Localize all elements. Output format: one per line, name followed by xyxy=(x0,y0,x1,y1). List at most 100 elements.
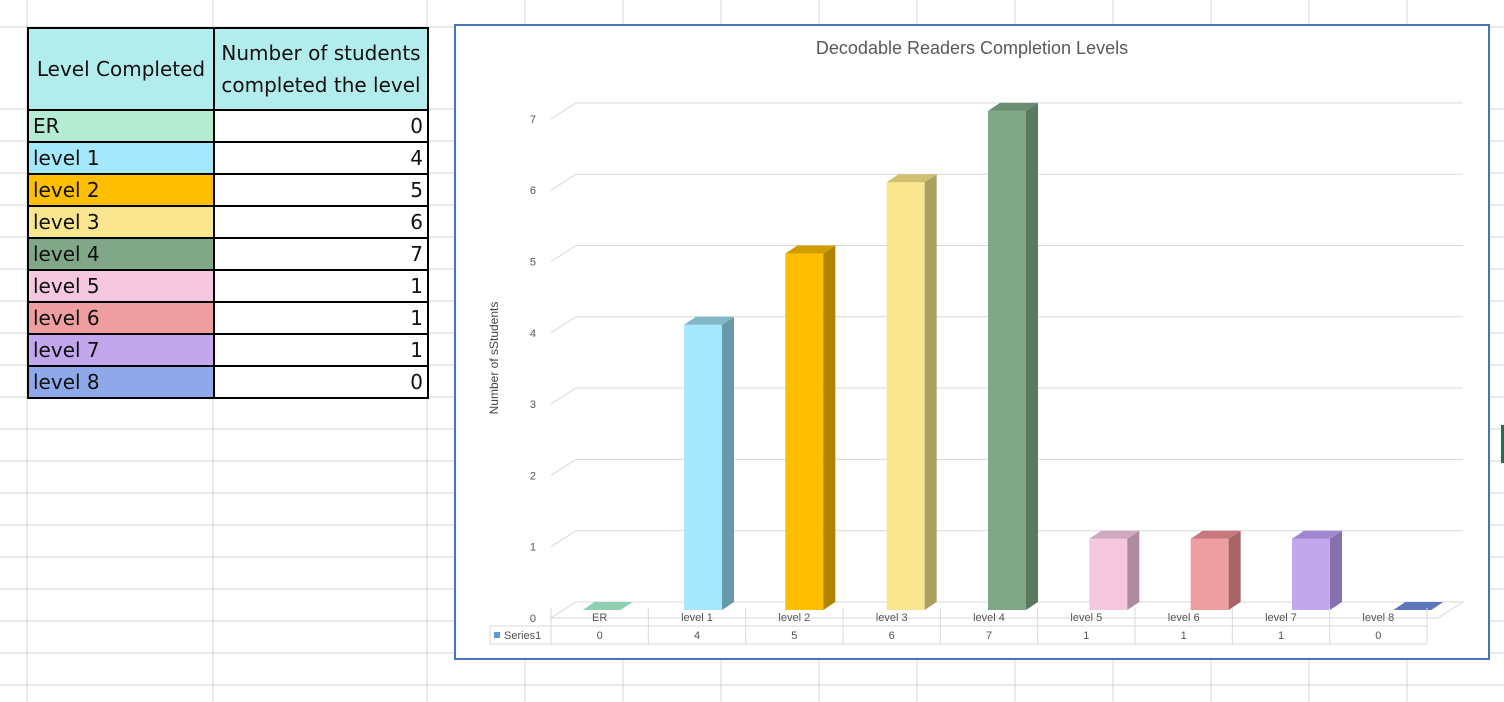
data-value-label: 1 xyxy=(1278,630,1284,642)
level-cell[interactable]: level 7 xyxy=(27,333,215,367)
bar-front xyxy=(785,253,824,610)
data-value-label: 7 xyxy=(986,630,992,642)
bar-side xyxy=(823,245,836,610)
level-cell[interactable]: level 1 xyxy=(27,141,215,175)
bar-level-4[interactable] xyxy=(988,102,1038,611)
gridline-diag xyxy=(550,173,577,191)
bar-top xyxy=(1089,530,1140,539)
data-value-label: 5 xyxy=(791,630,797,642)
x-category-label: ER xyxy=(592,612,607,624)
header-number-of-students[interactable]: Number of students completed the level xyxy=(213,27,429,111)
x-category-label: level 3 xyxy=(876,612,908,624)
bar-front xyxy=(988,110,1026,611)
bar-level-6[interactable] xyxy=(1190,530,1241,610)
data-value-label: 6 xyxy=(889,630,895,642)
x-category-label: level 7 xyxy=(1265,612,1297,624)
bar-side xyxy=(1330,530,1342,610)
x-category-label: level 4 xyxy=(973,612,1005,624)
y-tick-label: 5 xyxy=(530,257,536,269)
level-cell[interactable]: level 4 xyxy=(27,237,215,271)
gridline-diag xyxy=(550,245,577,262)
y-tick-label: 1 xyxy=(530,542,536,554)
bar-side xyxy=(1228,530,1241,610)
bar-top xyxy=(1393,602,1444,610)
count-cell[interactable]: 1 xyxy=(213,269,429,303)
bar-side xyxy=(924,174,937,610)
bar-top xyxy=(1190,530,1241,539)
bar-level-8[interactable] xyxy=(1393,602,1444,610)
level-cell[interactable]: ER xyxy=(27,109,215,143)
data-table: ER 0 level 1 4 level 2 5 level 3 6 level 4 7 level… xyxy=(489,608,1428,645)
count-cell[interactable]: 1 xyxy=(213,301,429,335)
y-tick-label: 0 xyxy=(530,613,536,625)
bar-top xyxy=(886,174,937,183)
bar-front xyxy=(1089,538,1128,610)
count-cell[interactable]: 0 xyxy=(213,109,429,143)
header-level-completed[interactable]: Level Completed xyxy=(27,27,215,111)
bar-front xyxy=(1190,538,1229,610)
bar-front xyxy=(1292,538,1330,610)
y-tick-label: 4 xyxy=(530,328,536,340)
level-cell[interactable]: level 6 xyxy=(27,301,215,335)
y-tick-label: 6 xyxy=(530,185,536,197)
bar-level-5[interactable] xyxy=(1089,530,1140,610)
table-header-row: Level Completed Number of students compl… xyxy=(27,27,429,111)
y-tick-label: 7 xyxy=(530,114,536,126)
count-cell[interactable]: 1 xyxy=(213,333,429,367)
gridline-diag xyxy=(550,530,577,548)
count-cell[interactable]: 0 xyxy=(213,365,429,399)
x-category-label: level 6 xyxy=(1168,612,1200,624)
bar-level-3[interactable] xyxy=(886,174,937,610)
y-tick-label: 2 xyxy=(530,470,536,482)
count-cell[interactable]: 5 xyxy=(213,173,429,207)
bar-level-7[interactable] xyxy=(1292,530,1342,610)
gridline-diag xyxy=(550,458,577,476)
bar-side xyxy=(722,316,734,610)
level-cell[interactable]: level 8 xyxy=(27,365,215,399)
bar-chart: Decodable Readers Completion Levels 0 1 2 3… xyxy=(487,38,1465,645)
selection-marker xyxy=(1501,425,1504,463)
bars xyxy=(582,102,1444,611)
count-cell[interactable]: 4 xyxy=(213,141,429,175)
legend-key-marker xyxy=(494,632,500,638)
table-row: ER 0 xyxy=(27,109,429,143)
gridline-diag xyxy=(550,316,577,334)
gridline-diag xyxy=(550,387,577,405)
count-cell[interactable]: 6 xyxy=(213,205,429,239)
legend-series-label: Series1 xyxy=(504,630,541,642)
x-category-label: level 5 xyxy=(1070,612,1102,624)
x-category-label: level 2 xyxy=(778,612,810,624)
bar-top xyxy=(684,316,734,325)
gridline-diag xyxy=(550,102,577,120)
data-value-label: 1 xyxy=(1181,630,1187,642)
chart-container[interactable]: Decodable Readers Completion Levels 0 1 2 3… xyxy=(454,24,1490,660)
level-cell[interactable]: level 5 xyxy=(27,269,215,303)
x-category-label: level 1 xyxy=(681,612,713,624)
bar-top xyxy=(785,245,836,254)
bar-top xyxy=(1292,530,1342,539)
chart-title: Decodable Readers Completion Levels xyxy=(816,38,1128,58)
bar-level-1[interactable] xyxy=(684,316,734,610)
bar-er[interactable] xyxy=(582,602,633,610)
bar-top xyxy=(582,602,633,610)
bar-level-2[interactable] xyxy=(785,245,836,611)
data-value-label: 0 xyxy=(597,630,603,642)
data-value-label: 4 xyxy=(694,630,700,642)
y-tick-label: 3 xyxy=(530,399,536,411)
level-cell[interactable]: level 3 xyxy=(27,205,215,239)
bar-top xyxy=(988,102,1038,111)
data-value-label: 0 xyxy=(1375,630,1381,642)
count-cell[interactable]: 7 xyxy=(213,237,429,271)
level-cell[interactable]: level 2 xyxy=(27,173,215,207)
bar-side xyxy=(1127,530,1140,610)
data-value-label: 1 xyxy=(1083,630,1089,642)
y-axis-label: Number of sStudents xyxy=(487,302,501,415)
